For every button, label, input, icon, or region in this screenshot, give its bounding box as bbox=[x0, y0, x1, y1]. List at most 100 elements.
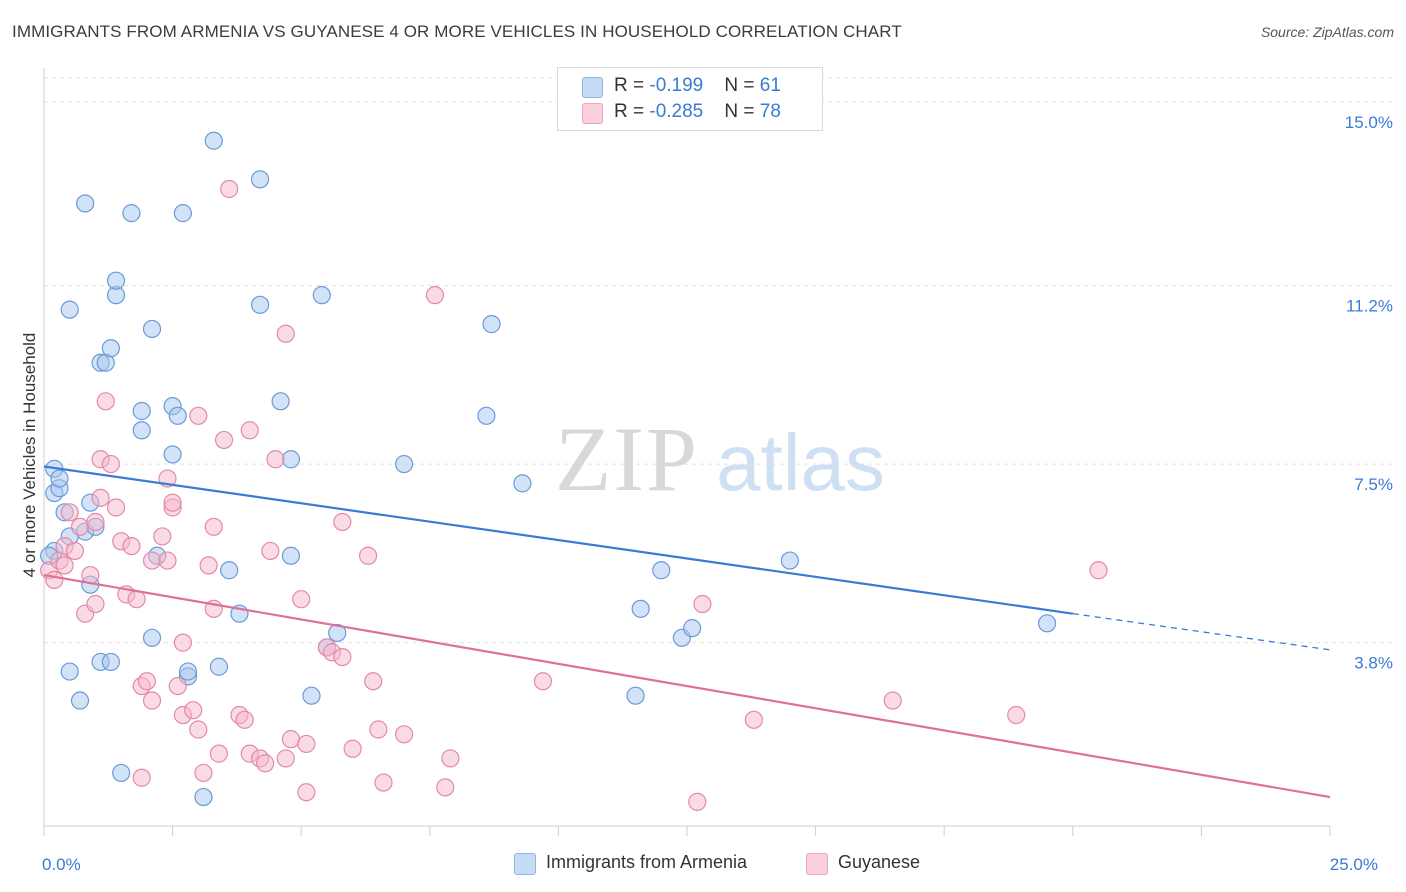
guyanese-point bbox=[122, 537, 141, 556]
guyanese-point bbox=[153, 527, 172, 546]
legend-r-label: R = bbox=[614, 101, 650, 122]
guyanese-point bbox=[292, 590, 311, 609]
armenia-point bbox=[312, 286, 331, 305]
guyanese-point bbox=[276, 749, 295, 768]
guyanese-point bbox=[364, 672, 383, 691]
armenia-point bbox=[142, 628, 162, 647]
guyanese-point bbox=[194, 763, 213, 783]
guyanese-point bbox=[184, 701, 203, 720]
guyanese-point bbox=[297, 783, 316, 802]
guyanese-point bbox=[744, 710, 763, 729]
guyanese-point bbox=[173, 633, 192, 652]
guyanese-point bbox=[127, 590, 146, 609]
guyanese-point bbox=[220, 179, 239, 199]
guyanese-point bbox=[204, 517, 223, 536]
guyanese-point bbox=[256, 754, 275, 773]
legend-label-guyanese: Guyanese bbox=[838, 852, 921, 872]
legend-swatch-armenia bbox=[514, 853, 536, 875]
guyanese-point bbox=[369, 720, 388, 739]
armenia-point bbox=[132, 401, 151, 421]
guyanese-point bbox=[235, 710, 254, 729]
guyanese-point bbox=[158, 551, 177, 570]
tick-labels: 3.8% 7.5% 11.2% 15.0% 0.0% 25.0% bbox=[42, 113, 1393, 874]
guyanese-point bbox=[436, 778, 455, 797]
guyanese-point bbox=[106, 498, 126, 517]
armenia-point bbox=[328, 623, 347, 643]
guyanese-point bbox=[883, 691, 902, 710]
guyanese-point bbox=[91, 488, 110, 507]
watermark-zip: ZIP bbox=[555, 408, 699, 510]
guyanese-point bbox=[425, 286, 445, 305]
guyanese-point bbox=[199, 556, 218, 575]
watermark: ZIP atlas bbox=[555, 408, 885, 510]
y-tick-label: 11.2% bbox=[1346, 297, 1393, 316]
guyanese-point bbox=[55, 556, 74, 575]
y-tick-label: 3.8% bbox=[1354, 654, 1393, 673]
armenia-point bbox=[204, 131, 223, 150]
armenia-point bbox=[178, 662, 198, 681]
guyanese-point bbox=[1089, 561, 1108, 580]
legend-n-label: N = bbox=[724, 101, 760, 122]
guyanese-point bbox=[240, 421, 259, 440]
guyanese-point bbox=[65, 541, 84, 561]
armenia-point bbox=[142, 319, 162, 339]
trend-line-guyanese bbox=[43, 573, 1331, 799]
armenia-point bbox=[163, 445, 182, 464]
armenia-point bbox=[101, 652, 120, 672]
guyanese-point bbox=[142, 551, 162, 570]
guyanese-point bbox=[70, 517, 90, 536]
guyanese-point bbox=[189, 720, 208, 739]
armenia-point bbox=[60, 662, 79, 681]
armenia-point bbox=[302, 686, 321, 705]
guyanese-point bbox=[358, 546, 378, 565]
guyanese-point bbox=[96, 392, 115, 411]
armenia-point bbox=[70, 691, 90, 710]
guyanese-point bbox=[86, 594, 105, 614]
guyanese-point bbox=[333, 647, 352, 667]
guyanese-point bbox=[214, 430, 234, 450]
legend-r-value-guyanese: -0.285 bbox=[649, 101, 704, 122]
guyanese-point bbox=[45, 570, 64, 589]
armenia-point bbox=[168, 406, 187, 425]
chart-title: IMMIGRANTS FROM ARMENIA VS GUYANESE 4 OR… bbox=[12, 22, 902, 41]
legend-r-value-armenia: -0.199 bbox=[649, 75, 704, 96]
guyanese-point bbox=[168, 676, 187, 696]
series-armenia-points bbox=[40, 131, 1057, 807]
guyanese-point bbox=[374, 773, 393, 792]
guyanese-point bbox=[693, 594, 712, 614]
guyanese-point bbox=[281, 730, 301, 749]
trend-lines bbox=[43, 465, 1331, 799]
y-axis-title: 4 or more Vehicles in Household bbox=[20, 332, 39, 578]
x-tick-label: 25.0% bbox=[1330, 855, 1378, 874]
guyanese-point bbox=[142, 691, 162, 710]
armenia-point bbox=[250, 170, 270, 189]
source-label: Source: ZipAtlas.com bbox=[1260, 24, 1394, 40]
guyanese-point bbox=[343, 739, 362, 758]
armenia-point bbox=[220, 561, 239, 580]
armenia-point bbox=[271, 392, 290, 411]
legend-n-value-guyanese: 78 bbox=[759, 101, 781, 122]
armenia-point bbox=[513, 474, 532, 493]
guyanese-point bbox=[688, 792, 707, 811]
armenia-point bbox=[281, 546, 301, 565]
watermark-atlas: atlas bbox=[716, 418, 885, 507]
legend-n-value-armenia: 61 bbox=[759, 75, 781, 96]
guyanese-point bbox=[137, 672, 156, 691]
correlation-legend: R = -0.199 N = 61 R = -0.285 N = 78 bbox=[557, 67, 823, 131]
armenia-point bbox=[780, 551, 799, 570]
armenia-point bbox=[652, 561, 671, 580]
x-tick-label: 0.0% bbox=[42, 855, 81, 874]
axes bbox=[43, 68, 1331, 836]
armenia-point bbox=[626, 686, 645, 705]
series-guyanese-points bbox=[40, 179, 1108, 811]
armenia-point bbox=[50, 469, 69, 488]
guyanese-point bbox=[209, 744, 228, 763]
armenia-point bbox=[394, 454, 414, 474]
legend-swatch-guyanese bbox=[582, 103, 603, 124]
armenia-point bbox=[477, 406, 496, 425]
legend-swatch-armenia bbox=[582, 77, 603, 98]
guyanese-point bbox=[132, 768, 151, 787]
armenia-point bbox=[281, 450, 301, 469]
armenia-point bbox=[631, 599, 650, 618]
